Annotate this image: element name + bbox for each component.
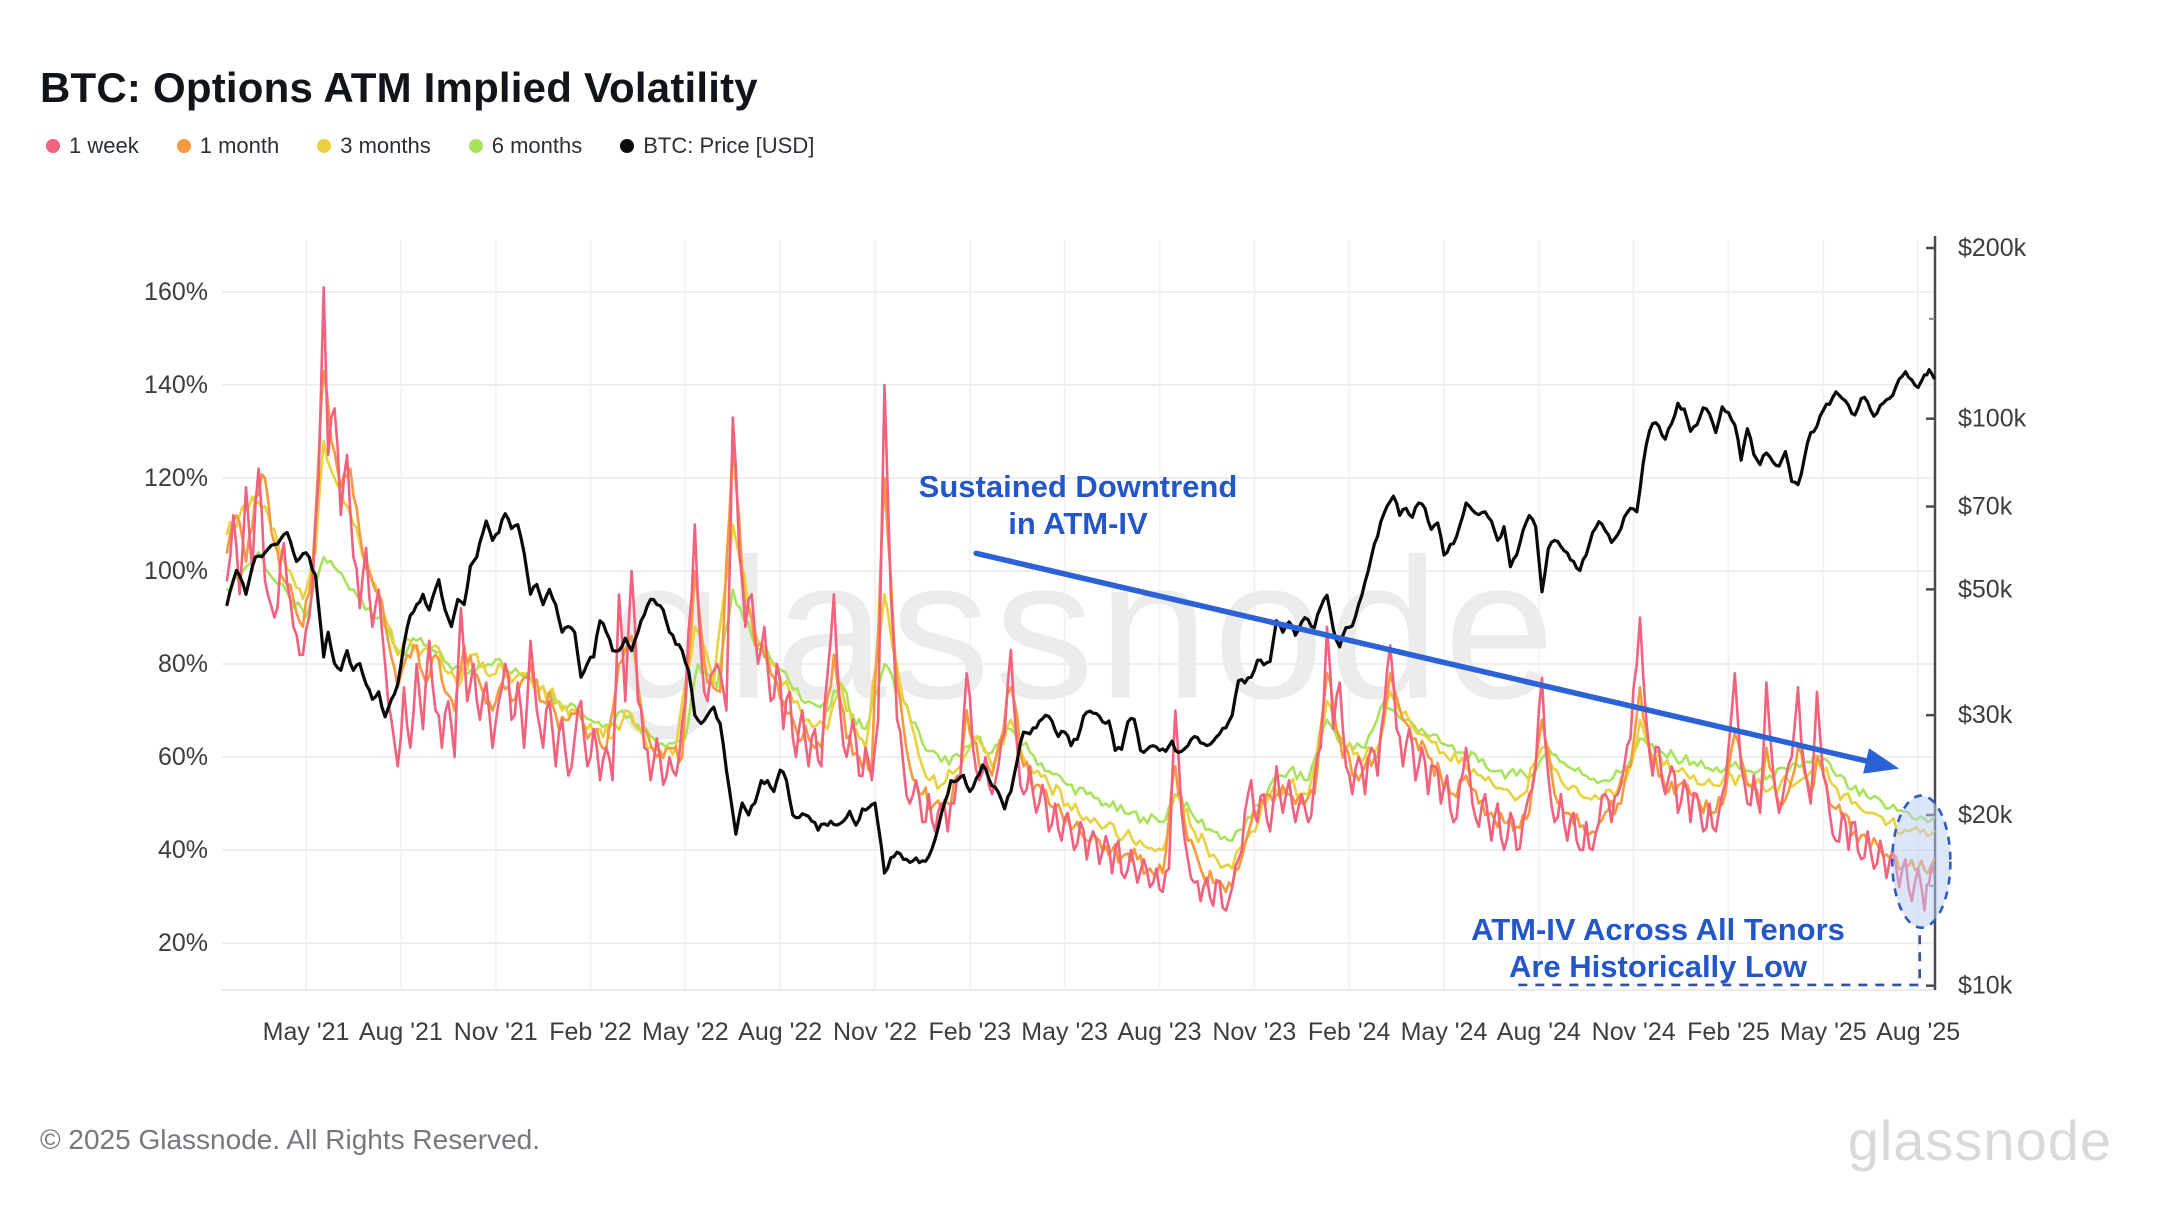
glassnode-logo: glassnode xyxy=(1847,1109,2112,1172)
legend-label-1-week: 1 week xyxy=(69,133,139,158)
left-axis-tick-label: 120% xyxy=(144,464,208,492)
legend-label-btc-price: BTC: Price [USD] xyxy=(643,133,815,158)
x-axis-tick-label: Aug '23 xyxy=(1117,1018,1201,1046)
legend-item-1-week[interactable]: 1 week xyxy=(46,133,139,159)
right-axis-tick-label: $100k xyxy=(1958,405,2027,433)
x-axis-tick-label: Aug '22 xyxy=(738,1018,822,1046)
annotation-historically-low-line2: Are Historically Low xyxy=(1509,949,1808,984)
legend-item-btc-price[interactable]: BTC: Price [USD] xyxy=(620,133,814,159)
x-axis-tick-label: Nov '23 xyxy=(1212,1018,1296,1046)
downtrend-arrowhead-icon xyxy=(1863,748,1900,774)
left-axis-tick-label: 160% xyxy=(144,278,208,306)
highlight-ellipse xyxy=(1890,794,1952,929)
legend-item-3-months[interactable]: 3 months xyxy=(317,133,431,159)
legend-dot-3-months-icon xyxy=(317,139,332,153)
x-axis-tick-label: Feb '22 xyxy=(549,1018,632,1046)
right-axis-tick-label: $70k xyxy=(1958,493,2013,521)
x-axis-tick-label: Aug '21 xyxy=(359,1018,443,1046)
x-axis-tick-label: Feb '24 xyxy=(1308,1018,1391,1046)
right-axis-tick-label: $30k xyxy=(1958,701,2013,729)
legend-label-6-months: 6 months xyxy=(491,133,583,158)
annotation-sustained-downtrend-line1: Sustained Downtrend xyxy=(919,469,1238,504)
page-title: BTC: Options ATM Implied Volatility xyxy=(40,64,758,112)
legend-label-3-months: 3 months xyxy=(340,133,431,158)
x-axis-tick-label: Feb '23 xyxy=(929,1018,1012,1046)
right-axis-tick-label: $20k xyxy=(1958,801,2013,829)
x-axis-tick-label: Nov '24 xyxy=(1592,1018,1676,1046)
left-axis-tick-label: 100% xyxy=(144,557,208,585)
left-axis-tick-label: 20% xyxy=(158,929,208,957)
x-axis-tick-label: Aug '25 xyxy=(1876,1018,1960,1046)
legend-dot-1-month-icon xyxy=(176,139,191,153)
right-axis-tick-label: $10k xyxy=(1958,972,2013,1000)
legend-dot-6-months-icon xyxy=(468,139,483,153)
x-axis-tick-label: Nov '22 xyxy=(833,1018,917,1046)
left-axis-tick-label: 80% xyxy=(158,650,208,678)
x-axis-tick-label: May '23 xyxy=(1021,1018,1108,1046)
x-axis-tick-label: Nov '21 xyxy=(454,1018,538,1046)
legend-item-6-months[interactable]: 6 months xyxy=(468,133,583,159)
left-axis-tick-label: 60% xyxy=(158,743,208,771)
left-axis-tick-label: 40% xyxy=(158,836,208,864)
legend-label-1-month: 1 month xyxy=(199,133,280,158)
legend-dot-1-week-icon xyxy=(46,139,60,153)
right-axis-tick-label: $50k xyxy=(1958,575,2013,603)
legend-item-1-month[interactable]: 1 month xyxy=(176,133,280,159)
x-axis-tick-label: Feb '25 xyxy=(1687,1018,1770,1046)
copyright-text: © 2025 Glassnode. All Rights Reserved. xyxy=(40,1124,541,1155)
legend-dot-btc-price-icon xyxy=(620,139,635,153)
x-axis-tick-label: Aug '24 xyxy=(1497,1018,1581,1046)
series-line-1-week xyxy=(225,286,1936,912)
series-line-3-months xyxy=(225,439,1936,870)
x-axis-tick-label: May '25 xyxy=(1780,1018,1867,1046)
left-axis-tick-label: 140% xyxy=(144,371,208,399)
annotation-sustained-downtrend-line2: in ATM-IV xyxy=(1008,506,1148,541)
annotation-historically-low-line1: ATM-IV Across All Tenors xyxy=(1471,912,1845,947)
x-axis-tick-label: May '24 xyxy=(1401,1018,1488,1046)
x-axis-tick-label: May '21 xyxy=(263,1018,350,1046)
right-axis-tick-label: $200k xyxy=(1958,234,2027,262)
series-line-btc-price-usd- xyxy=(225,368,1936,875)
x-axis-tick-label: May '22 xyxy=(642,1018,729,1046)
legend: 1 week 1 month 3 months 6 months BTC: Pr… xyxy=(46,133,814,159)
downtrend-arrow-line xyxy=(973,550,1869,764)
